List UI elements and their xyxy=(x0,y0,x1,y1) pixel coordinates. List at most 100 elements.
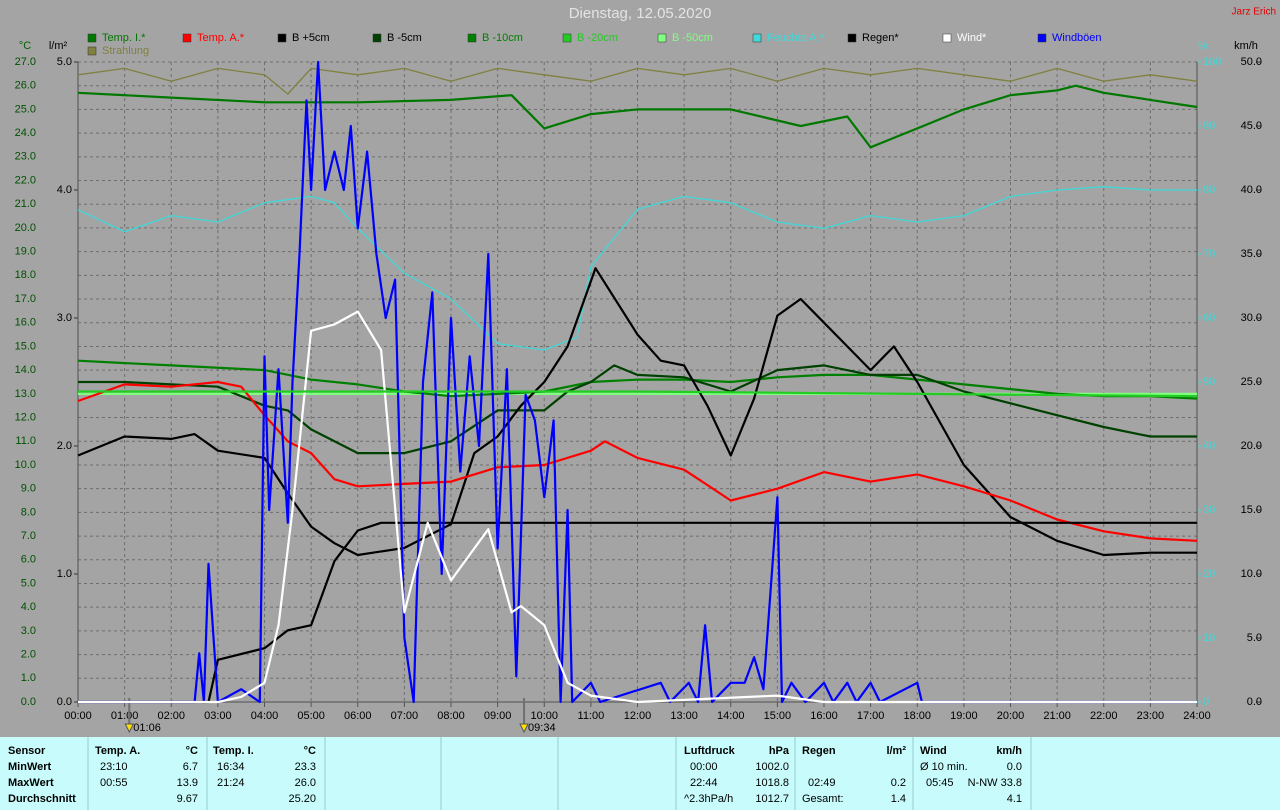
cell-value: 1.4 xyxy=(891,793,906,805)
y3-tick-label: 90 xyxy=(1203,120,1215,132)
background xyxy=(0,0,1280,737)
y4-tick-label: 30.0 xyxy=(1241,312,1262,324)
y-tick-label: 1.0 xyxy=(21,672,36,684)
cell-value: 0.2 xyxy=(891,777,906,789)
y-tick-label: 7.0 xyxy=(21,530,36,542)
legend-label: B -5cm xyxy=(387,32,422,44)
y-tick-label: 12.0 xyxy=(15,411,36,423)
marker-label: 09:34 xyxy=(528,722,556,734)
col-title: Wind xyxy=(920,745,947,757)
cell-value: N-NW 33.8 xyxy=(968,777,1022,789)
y-tick-label: 6.0 xyxy=(21,554,36,566)
x-tick-label: 10:00 xyxy=(530,710,558,722)
cell-time: 23:10 xyxy=(100,761,128,773)
legend-swatch xyxy=(562,33,572,43)
y-tick-label: 3.0 xyxy=(21,625,36,637)
legend-swatch xyxy=(277,33,287,43)
col-unit: l/m² xyxy=(886,745,906,757)
x-tick-label: 01:00 xyxy=(111,710,139,722)
cell-value: 4.1 xyxy=(1007,793,1022,805)
y4-tick-label: 45.0 xyxy=(1241,120,1262,132)
cell-time: 00:55 xyxy=(100,777,128,789)
x-tick-label: 03:00 xyxy=(204,710,232,722)
legend-label: Strahlung xyxy=(102,45,149,57)
x-tick-label: 06:00 xyxy=(344,710,372,722)
cell-time: 21:24 xyxy=(217,777,245,789)
table-background xyxy=(0,737,1280,810)
cell-time: 16:34 xyxy=(217,761,245,773)
legend-label: Feuchte A.* xyxy=(767,32,825,44)
y-tick-label: 14.0 xyxy=(15,364,36,376)
legend-label: B -10cm xyxy=(482,32,523,44)
y-tick-label: 0.0 xyxy=(21,696,36,708)
y4-tick-label: 35.0 xyxy=(1241,248,1262,260)
x-tick-label: 17:00 xyxy=(857,710,885,722)
col-unit: km/h xyxy=(996,745,1022,757)
y3-tick-label: 60 xyxy=(1203,312,1215,324)
cell-value: 1012.7 xyxy=(755,793,789,805)
series-line xyxy=(78,364,1197,455)
cell-value: 13.9 xyxy=(177,777,198,789)
cell-value: 1002.0 xyxy=(755,761,789,773)
col-title: Temp. I. xyxy=(213,745,254,757)
cell-value: 23.3 xyxy=(295,761,316,773)
x-tick-label: 12:00 xyxy=(624,710,652,722)
y4-unit: km/h xyxy=(1234,40,1258,52)
x-tick-label: 13:00 xyxy=(670,710,698,722)
y-tick-label: 24.0 xyxy=(15,127,36,139)
y2-tick-label: 3.0 xyxy=(57,312,72,324)
x-tick-label: 16:00 xyxy=(810,710,838,722)
cell-value: 25.20 xyxy=(288,793,316,805)
x-tick-label: 15:00 xyxy=(764,710,792,722)
cell-time: 02:49 xyxy=(808,777,836,789)
cell-value: 1018.8 xyxy=(755,777,789,789)
x-tick-label: 00:00 xyxy=(64,710,92,722)
cell-label: Gesamt: xyxy=(802,793,844,805)
y-tick-label: 5.0 xyxy=(21,577,36,589)
y-tick-label: 23.0 xyxy=(15,151,36,163)
x-tick-label: 19:00 xyxy=(950,710,978,722)
x-tick-label: 22:00 xyxy=(1090,710,1118,722)
row-label: MinWert xyxy=(8,761,52,773)
legend-swatch xyxy=(942,33,952,43)
legend-swatch xyxy=(87,33,97,43)
marker-icon xyxy=(124,723,135,734)
legend-swatch xyxy=(372,33,382,43)
x-tick-label: 18:00 xyxy=(903,710,931,722)
x-tick-label: 23:00 xyxy=(1137,710,1165,722)
legend-label: Temp. I.* xyxy=(102,32,146,44)
y-tick-label: 8.0 xyxy=(21,506,36,518)
y2-tick-label: 5.0 xyxy=(57,56,72,68)
stats-table: Sensor MinWert MaxWert Durchschnitt Temp… xyxy=(0,737,1280,810)
marker-icon xyxy=(519,723,529,734)
table-header: Sensor xyxy=(8,745,46,757)
cell-time: 00:00 xyxy=(690,761,718,773)
cell-value: 26.0 xyxy=(295,777,316,789)
y-tick-label: 11.0 xyxy=(15,435,36,447)
y2-tick-label: 4.0 xyxy=(57,184,72,196)
y-tick-label: 21.0 xyxy=(15,198,36,210)
cell-value: 9.67 xyxy=(177,793,198,805)
y-tick-label: 15.0 xyxy=(15,340,36,352)
y4-tick-label: 15.0 xyxy=(1241,504,1262,516)
cell-label: Ø 10 min. xyxy=(920,761,968,773)
y-tick-label: 16.0 xyxy=(15,317,36,329)
y-tick-label: 17.0 xyxy=(15,293,36,305)
y-tick-label: 25.0 xyxy=(15,103,36,115)
x-tick-label: 14:00 xyxy=(717,710,745,722)
legend-swatch xyxy=(182,33,192,43)
x-tick-label: 21:00 xyxy=(1043,710,1071,722)
y4-tick-label: 10.0 xyxy=(1241,568,1262,580)
legend-label: Windböen xyxy=(1052,32,1102,44)
cell-label: ^2.3hPa/h xyxy=(684,793,733,805)
y-tick-label: 19.0 xyxy=(15,246,36,258)
y2-unit: l/m² xyxy=(49,40,68,52)
x-tick-label: 08:00 xyxy=(437,710,465,722)
y-tick-label: 9.0 xyxy=(21,483,36,495)
y3-tick-label: 10 xyxy=(1203,632,1215,644)
y-tick-label: 20.0 xyxy=(15,222,36,234)
legend-label: B -20cm xyxy=(577,32,618,44)
y4-tick-label: 25.0 xyxy=(1241,376,1262,388)
series-line xyxy=(77,186,1197,351)
col-title: Regen xyxy=(802,745,836,757)
